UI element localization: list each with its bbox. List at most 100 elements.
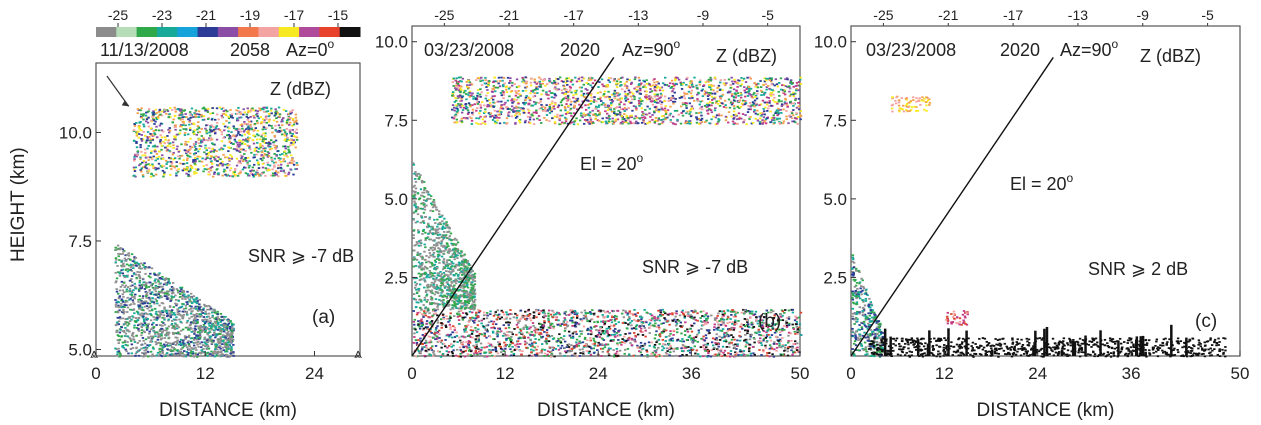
echo-point	[797, 97, 801, 100]
echo-point	[642, 320, 645, 323]
echo-point	[121, 263, 125, 266]
echo-point	[700, 100, 704, 102]
echo-point	[761, 111, 765, 114]
echo-point	[762, 84, 765, 86]
echo-point	[159, 344, 162, 347]
echo-point	[230, 349, 233, 351]
echo-point	[721, 318, 724, 321]
echo-point	[177, 312, 181, 315]
echo-point	[158, 330, 162, 333]
echo-point	[253, 116, 256, 119]
echo-point	[785, 102, 788, 105]
echo-point	[150, 172, 153, 175]
echo-point	[704, 334, 708, 337]
echo-point	[277, 124, 281, 127]
echo-point	[176, 352, 180, 355]
echo-point	[153, 148, 157, 151]
echo-point	[124, 322, 127, 325]
echo-point	[228, 336, 232, 339]
echo-point	[511, 81, 514, 84]
echo-point	[213, 350, 216, 353]
echo-point	[142, 346, 145, 349]
echo-point	[479, 115, 482, 118]
echo-point	[550, 110, 554, 113]
echo-point	[768, 77, 772, 80]
echo-point	[604, 103, 607, 106]
echo-point	[134, 321, 138, 323]
echo-point	[156, 316, 159, 319]
echo-point	[450, 350, 454, 353]
echo-point	[751, 101, 755, 104]
echo-point	[116, 271, 120, 274]
echo-point	[223, 322, 226, 325]
echo-point	[209, 335, 213, 338]
echo-point	[119, 305, 123, 307]
echo-point	[211, 316, 214, 319]
echo-point	[456, 95, 460, 97]
echo-point	[761, 119, 764, 122]
echo-point	[187, 343, 191, 346]
echo-point	[747, 90, 751, 93]
echo-point	[775, 83, 779, 86]
echo-point	[227, 322, 231, 325]
echo-point	[257, 167, 261, 169]
echo-point	[217, 128, 220, 130]
echo-point	[174, 336, 177, 339]
echo-point	[201, 319, 205, 322]
echo-point	[230, 113, 234, 116]
echo-point	[132, 264, 135, 267]
echo-point	[610, 339, 613, 341]
echo-point	[743, 119, 746, 121]
echo-point	[264, 167, 268, 170]
echo-point	[167, 332, 171, 334]
echo-point	[295, 132, 298, 134]
echo-point	[222, 326, 226, 329]
echo-point	[787, 122, 790, 125]
echo-point	[538, 85, 541, 88]
echo-point	[115, 354, 119, 357]
echo-point	[257, 147, 261, 150]
echo-point	[620, 84, 623, 86]
echo-point	[135, 142, 138, 144]
colorbar-segment	[278, 27, 300, 37]
echo-point	[509, 354, 513, 357]
echo-point	[506, 331, 509, 333]
echo-point	[566, 95, 570, 97]
echo-point	[266, 163, 270, 166]
echo-point	[157, 167, 160, 170]
echo-point	[749, 354, 753, 357]
echo-point	[144, 312, 148, 315]
echo-point	[132, 129, 136, 131]
echo-point	[292, 123, 296, 126]
echo-point	[749, 93, 752, 96]
echo-point	[151, 138, 155, 140]
echo-point	[149, 152, 153, 154]
echo-point	[214, 343, 217, 346]
echo-point	[471, 336, 474, 339]
echo-point	[640, 82, 643, 85]
echo-point	[461, 341, 465, 343]
echo-point	[198, 113, 201, 116]
echo-point	[468, 103, 472, 106]
echo-point	[200, 140, 204, 143]
echo-point	[158, 347, 162, 350]
echo-point	[150, 323, 154, 326]
echo-point	[453, 336, 457, 338]
echo-point	[170, 309, 174, 312]
echo-point	[128, 320, 132, 323]
echo-point	[637, 85, 640, 88]
echo-point	[283, 150, 286, 153]
echo-point	[185, 159, 189, 162]
echo-point	[176, 289, 180, 292]
echo-point	[455, 99, 458, 102]
echo-point	[141, 138, 145, 141]
echo-point	[149, 350, 153, 353]
echo-point	[143, 312, 146, 315]
colorbar-tick-label: -21	[196, 7, 216, 23]
echo-point	[466, 86, 469, 88]
echo-point	[145, 163, 148, 166]
echo-point	[149, 328, 153, 331]
echo-point	[756, 90, 759, 92]
echo-point	[170, 295, 173, 298]
echo-point	[128, 288, 132, 290]
